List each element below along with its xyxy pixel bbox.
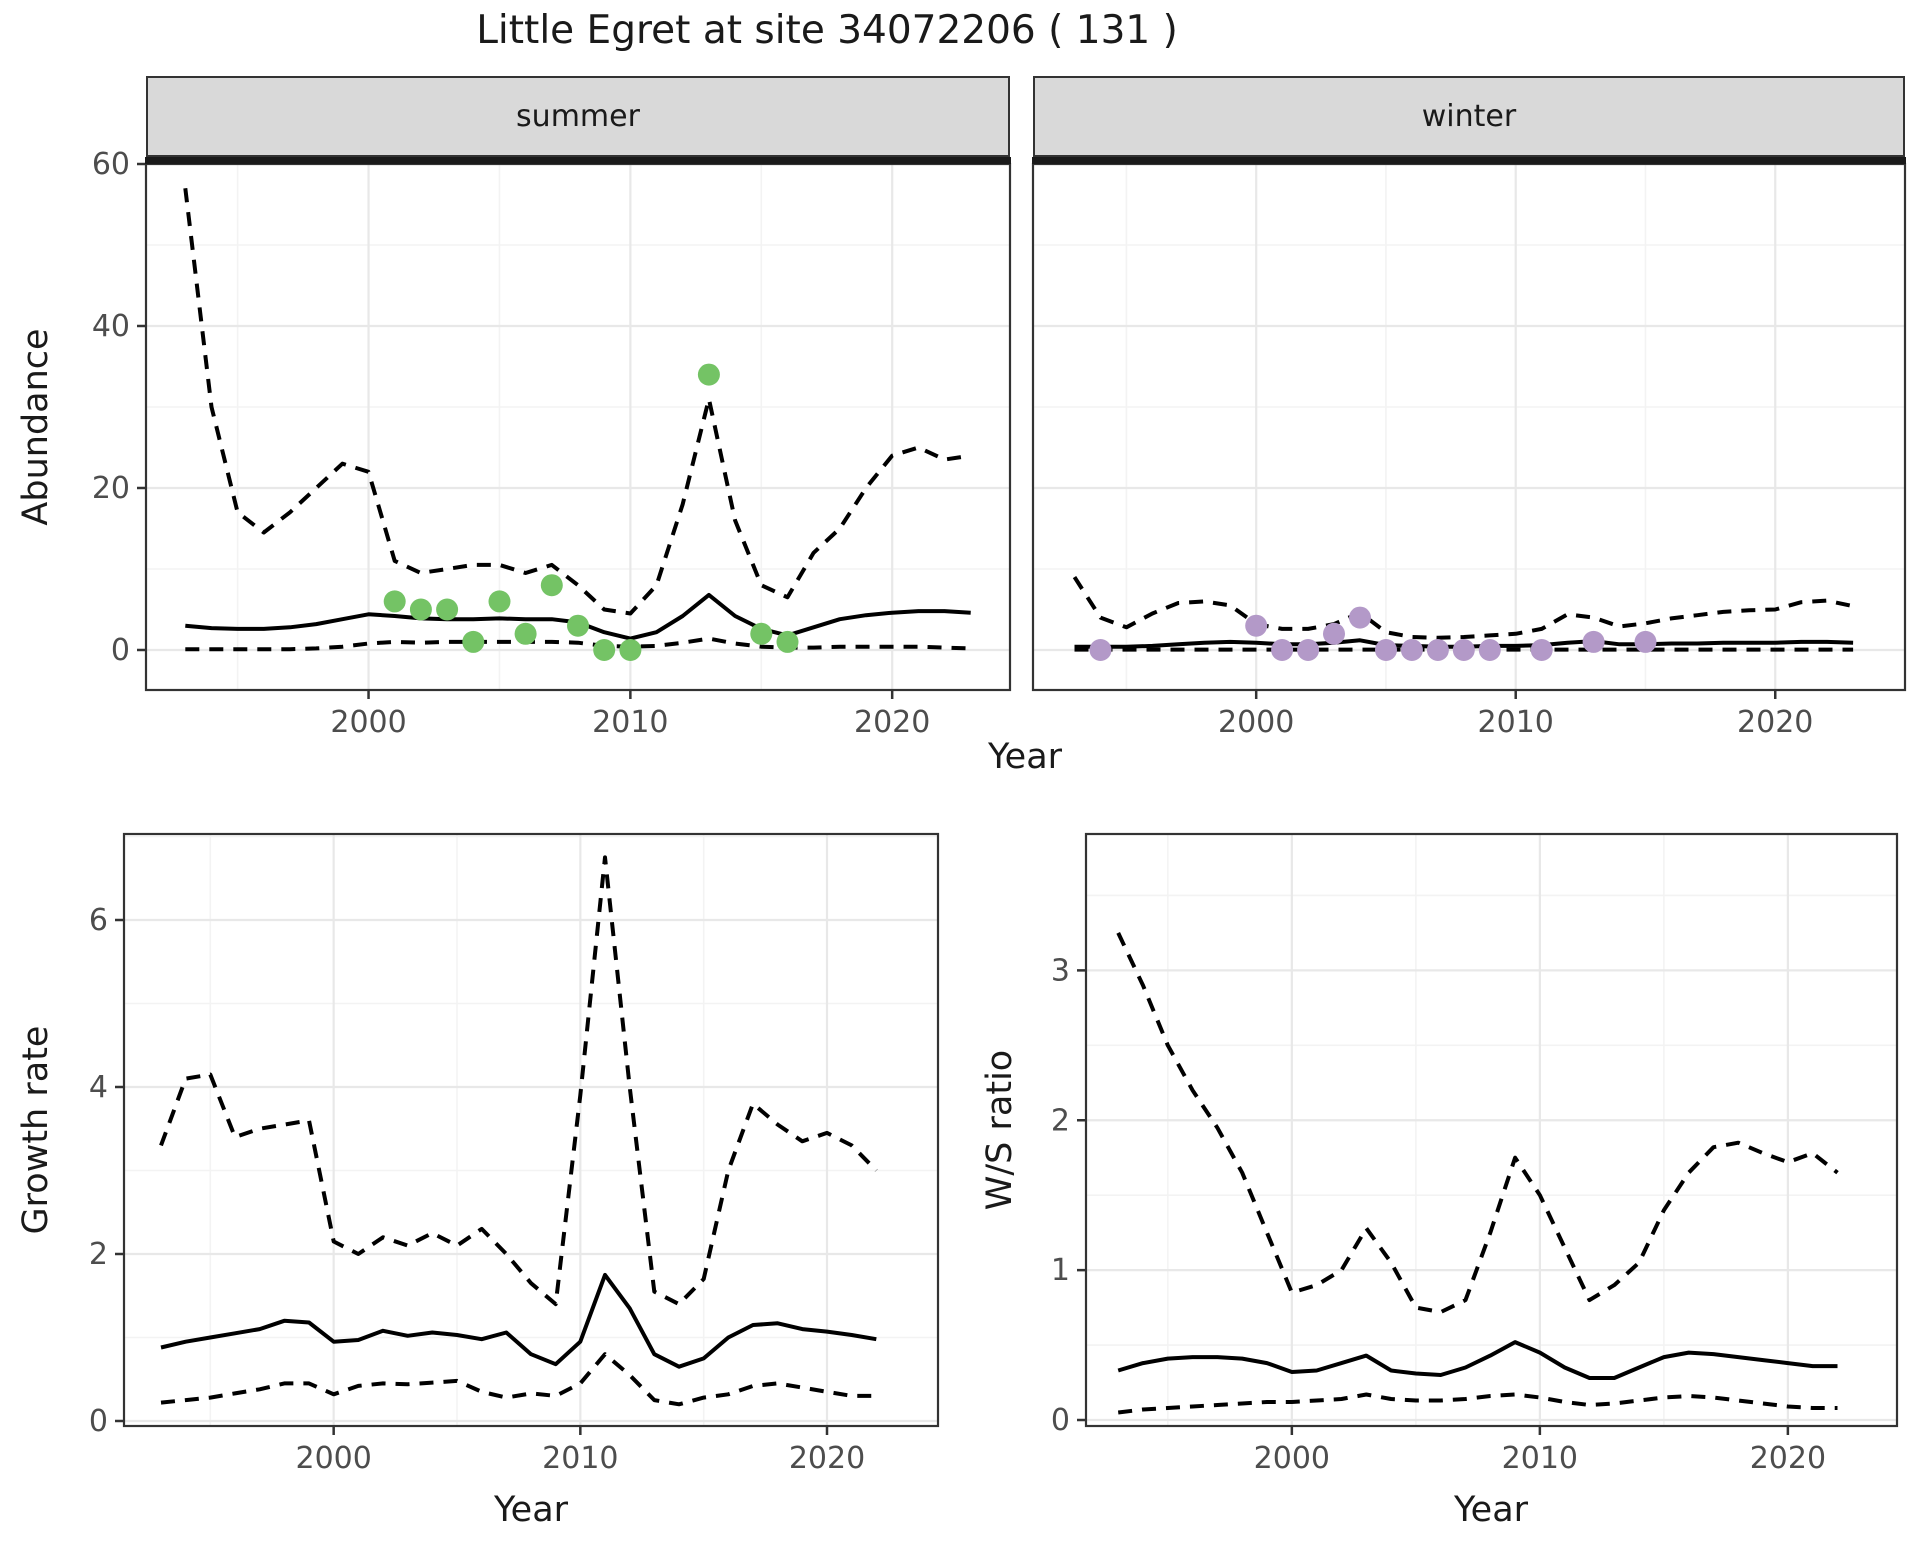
- data-point: [776, 630, 799, 653]
- x-tick-label: 2000: [1254, 1441, 1330, 1476]
- y-tick-label: 2: [89, 1237, 108, 1272]
- data-point: [1297, 639, 1320, 661]
- observed-counts-summer: [383, 363, 799, 661]
- panel-abundance-summer: 2000 2010 2020 0 20 40 60: [92, 147, 1012, 740]
- gridlines-major: [124, 834, 938, 1426]
- x-tick-label: 2000: [330, 705, 406, 740]
- series-lower_95ci: [185, 636, 971, 652]
- data-point: [1478, 639, 1501, 661]
- facet-strip-winter-label: winter: [1421, 99, 1517, 134]
- x-tick-label: 2010: [592, 705, 668, 740]
- gridlines-minor: [124, 834, 938, 1426]
- y-tick-label: 2: [1051, 1103, 1070, 1138]
- facet-strip-underline: [145, 157, 1011, 164]
- axis-ticks: 2000 2010 2020 0 1 2 3: [1051, 953, 1826, 1476]
- y-tick-label: 40: [92, 309, 130, 344]
- data-point: [619, 639, 642, 661]
- data-point: [1400, 639, 1423, 661]
- y-tick-label: 60: [92, 147, 130, 182]
- data-point: [1245, 614, 1268, 637]
- gridlines-minor: [1033, 164, 1905, 690]
- data-point: [1375, 639, 1397, 661]
- axis-ticks: 2000 2010 2020 0 20 40 60: [92, 147, 931, 740]
- panel-ws-ratio: 2000 2010 2020 0 1 2 3: [1051, 832, 1899, 1476]
- year-axis-title-top: Year: [987, 737, 1063, 777]
- y-tick-label: 6: [89, 903, 108, 938]
- x-tick-label: 2000: [1218, 705, 1294, 740]
- facet-strip-underline: [1032, 157, 1906, 164]
- data-point: [1089, 639, 1112, 661]
- data-point: [540, 574, 563, 597]
- axis-ticks: 2000 2010 2020: [1218, 690, 1813, 740]
- ws-ratio-axis-title: W/S ratio: [980, 1049, 1020, 1211]
- facet-strip-summer: summer: [146, 76, 1010, 157]
- data-point: [462, 630, 485, 653]
- data-point: [567, 614, 589, 637]
- x-tick-label: 2020: [1737, 705, 1813, 740]
- chart-title: Little Egret at site 34072206 ( 131 ): [476, 8, 1178, 53]
- data-point: [514, 622, 537, 645]
- y-tick-label: 0: [111, 633, 130, 668]
- data-point: [1452, 639, 1475, 661]
- x-tick-label: 2020: [1750, 1441, 1826, 1476]
- data-point: [409, 598, 432, 621]
- gridlines-minor: [146, 164, 1010, 690]
- data-point: [1271, 639, 1294, 661]
- gridlines-minor: [1086, 834, 1897, 1426]
- facet-strip-winter: winter: [1033, 76, 1905, 157]
- panel-growth-rate: 2000 2010 2020 0 2 4 6: [89, 832, 940, 1476]
- data-point: [697, 363, 720, 386]
- x-tick-label: 2000: [295, 1441, 371, 1476]
- year-axis-title-growth: Year: [493, 1490, 569, 1530]
- y-tick-label: 4: [89, 1070, 108, 1105]
- data-point: [383, 590, 406, 613]
- data-point: [488, 590, 511, 613]
- y-tick-label: 20: [92, 471, 130, 506]
- year-axis-title-ws: Year: [1453, 1490, 1529, 1530]
- series-mean: [160, 1272, 877, 1369]
- y-tick-label: 0: [1051, 1403, 1070, 1438]
- data-point: [1426, 639, 1449, 661]
- x-tick-label: 2020: [789, 1441, 865, 1476]
- x-tick-label: 2010: [1502, 1441, 1578, 1476]
- x-tick-label: 2020: [854, 705, 930, 740]
- data-point: [436, 598, 459, 621]
- data-point: [1349, 606, 1371, 629]
- series-mean: [1117, 1340, 1838, 1380]
- data-point: [1582, 630, 1605, 653]
- y-tick-label: 0: [89, 1404, 108, 1439]
- x-tick-label: 2010: [1478, 705, 1554, 740]
- series-upper_95ci: [159, 855, 878, 1307]
- panel-background: [146, 164, 1010, 690]
- data-point: [1323, 622, 1345, 645]
- series-upper_95ci: [1072, 576, 1854, 640]
- y-tick-label: 3: [1051, 953, 1070, 988]
- series-lower_95ci: [160, 1352, 877, 1407]
- observed-counts-winter: [1089, 606, 1657, 661]
- data-point: [1634, 630, 1657, 653]
- panel-background: [1086, 834, 1897, 1426]
- axis-ticks: 2000 2010 2020 0 2 4 6: [89, 903, 865, 1476]
- data-point: [750, 622, 773, 645]
- growth-rate-axis-title: Growth rate: [16, 1025, 56, 1235]
- series-lower_95ci: [1117, 1392, 1838, 1415]
- y-tick-label: 1: [1051, 1253, 1070, 1288]
- data-point: [593, 639, 616, 661]
- panel-abundance-winter: 2000 2010 2020: [1031, 157, 1907, 740]
- panel-border: [122, 832, 940, 1428]
- x-tick-label: 2010: [542, 1441, 618, 1476]
- abundance-axis-title: Abundance: [16, 328, 56, 526]
- data-point: [1530, 639, 1553, 661]
- gridlines-major: [1086, 834, 1897, 1426]
- panel-border: [1084, 832, 1899, 1428]
- facet-strip-summer-label: summer: [516, 99, 640, 134]
